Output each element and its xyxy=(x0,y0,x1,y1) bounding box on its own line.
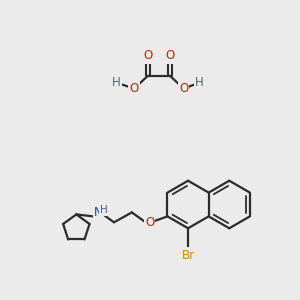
Text: O: O xyxy=(165,50,174,62)
Text: Br: Br xyxy=(182,248,195,262)
Text: O: O xyxy=(179,82,188,95)
Text: O: O xyxy=(145,216,154,229)
Text: O: O xyxy=(130,82,139,95)
Text: N: N xyxy=(94,206,103,219)
Text: O: O xyxy=(143,50,153,62)
Text: H: H xyxy=(112,76,121,89)
Text: H: H xyxy=(195,76,204,89)
Text: H: H xyxy=(100,206,108,215)
